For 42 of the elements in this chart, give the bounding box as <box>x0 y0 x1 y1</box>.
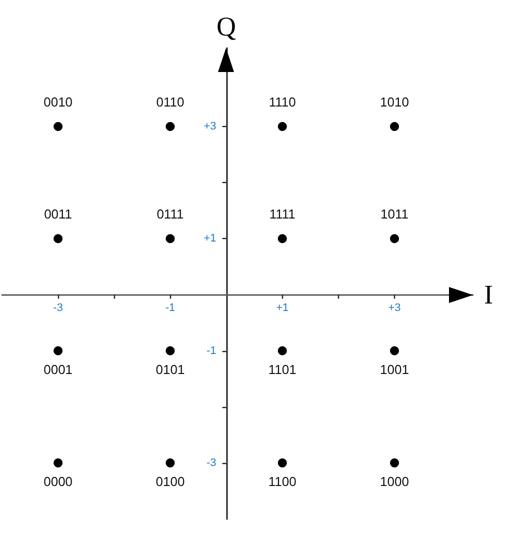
annotation: 1111 <box>269 206 296 222</box>
y-tick-label: -1 <box>206 344 216 357</box>
point <box>166 122 175 131</box>
point <box>278 346 287 356</box>
point <box>54 234 63 244</box>
annotation: 1010 <box>380 94 409 110</box>
y-tick-label: +3 <box>204 120 216 132</box>
x-tick-label: +1 <box>276 302 289 314</box>
annotation: 0001 <box>44 362 73 377</box>
point <box>54 458 63 468</box>
annotation: 0010 <box>44 94 73 110</box>
annotation: 0101 <box>156 362 185 377</box>
point <box>390 234 399 244</box>
y-tick-label: +1 <box>204 232 216 245</box>
annotation: 0011 <box>44 206 72 222</box>
annotation: 1110 <box>268 94 296 110</box>
point <box>278 122 287 131</box>
point <box>390 346 399 356</box>
point <box>390 122 399 131</box>
annotation: 0100 <box>156 474 185 489</box>
point <box>278 234 287 244</box>
annotation: 0110 <box>156 94 184 110</box>
point <box>54 346 63 356</box>
x-tick-label: -1 <box>165 302 176 314</box>
annotation: 1100 <box>268 474 296 489</box>
point <box>54 122 63 131</box>
point <box>166 346 175 356</box>
annotation: 0000 <box>44 474 73 489</box>
y-tick-label: -3 <box>206 456 216 469</box>
point <box>166 234 175 244</box>
annotation: 1001 <box>380 362 409 377</box>
x-tick-label: +3 <box>388 302 401 314</box>
annotation: 1000 <box>380 474 409 489</box>
point <box>278 458 287 468</box>
x-axis-title: I <box>484 280 493 310</box>
x-tick-label: -3 <box>53 302 63 314</box>
annotation: 0111 <box>156 206 184 222</box>
point <box>390 458 399 468</box>
y-axis-title: Q <box>216 12 237 42</box>
point <box>166 458 175 468</box>
annotation: 1101 <box>268 362 296 377</box>
annotation: 1011 <box>380 206 408 222</box>
